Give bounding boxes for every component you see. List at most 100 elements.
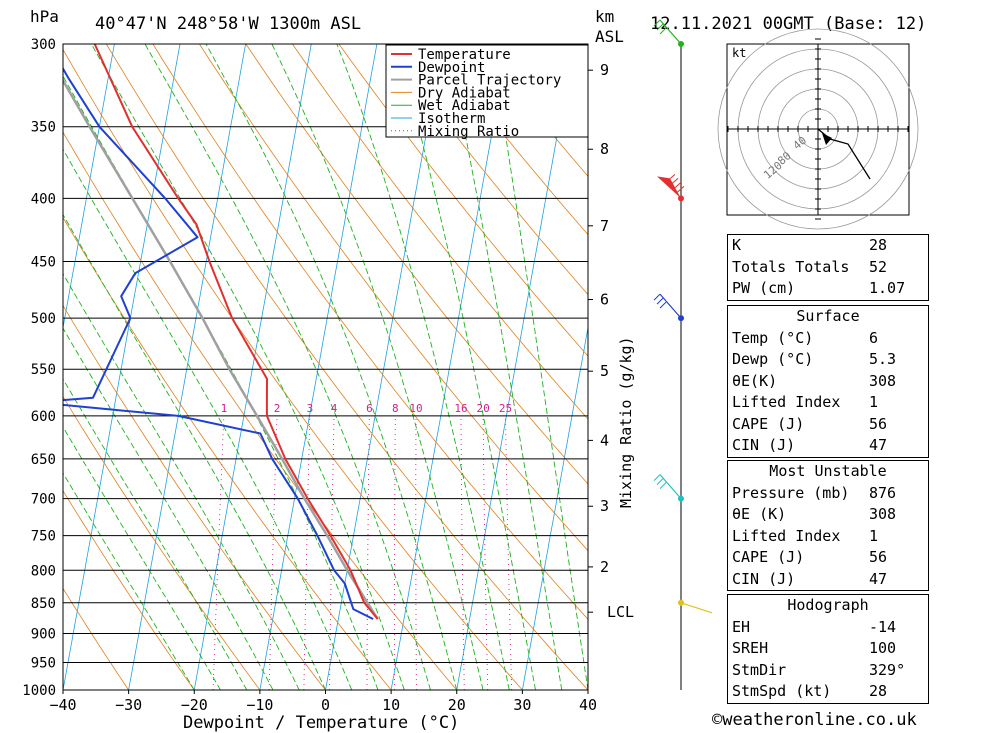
row-value: 47 <box>869 436 888 454</box>
x-axis-label: Dewpoint / Temperature (°C) <box>183 713 459 733</box>
wet-adiabat-line <box>90 44 405 690</box>
wind-barb-feather <box>653 474 661 481</box>
x-tick-label: −30 <box>115 696 142 714</box>
wet-adiabat-line <box>63 426 221 690</box>
pressure-tick-label: 700 <box>31 492 56 508</box>
km-tick-label: 4 <box>600 431 609 449</box>
table-row: StmSpd (kt) 28 <box>728 681 928 703</box>
table-row: Pressure (mb) 876 <box>728 483 928 505</box>
parcel-trajectory-line <box>63 78 379 620</box>
row-label: θE(K) <box>732 371 778 390</box>
table-row: θE(K) 308 <box>728 371 928 393</box>
row-value: 329° <box>869 660 906 679</box>
row-value: 100 <box>869 639 897 657</box>
km-label: km <box>595 7 614 26</box>
mixing-ratio-tick-label: 2 <box>274 402 281 415</box>
mixing-ratio-tick-label: 20 <box>476 402 489 415</box>
table-row: θE (K) 308 <box>728 504 928 526</box>
wet-adiabat-line <box>63 472 195 690</box>
most-unstable-rows: Pressure (mb) 876 θE (K) 308 Lifted Index 1 CA… <box>728 483 928 591</box>
isotherm-line <box>259 44 378 690</box>
legend-entry: Dewpoint <box>418 60 485 76</box>
row-value: 1.07 <box>869 279 906 297</box>
row-value: 28 <box>869 236 888 254</box>
indices-panel: K 28 Totals Totals 52 PW (cm) 1.07 <box>727 234 929 301</box>
site-credit: ©weatheronline.co.uk <box>712 710 917 730</box>
pressure-tick-label: 350 <box>31 120 56 136</box>
mixing-ratio-tick-label: 16 <box>454 402 467 415</box>
wet-adiabat-line <box>144 44 431 690</box>
row-value: 1 <box>869 526 879 545</box>
km-tick-label: 8 <box>600 140 609 158</box>
dry-adiabat-line <box>63 395 261 690</box>
hpa-label: hPa <box>30 7 59 26</box>
table-row: CAPE (J) 56 <box>728 547 928 569</box>
mixing-ratio-line <box>393 415 396 690</box>
row-label: Totals Totals <box>732 257 850 276</box>
legend-entry: Isotherm <box>418 111 485 127</box>
pressure-tick-label: 500 <box>31 311 56 327</box>
hodograph-panel: Hodograph EH -14 SREH 100 StmDir 329° StmSpd (… <box>727 594 929 704</box>
row-label: CIN (J) <box>732 569 796 588</box>
row-value: 28 <box>869 682 888 700</box>
x-tick-label: −20 <box>181 696 208 714</box>
row-label: CAPE (J) <box>732 414 805 433</box>
wet-adiabat-line <box>63 75 379 690</box>
hodograph-rows: EH -14 SREH 100 StmDir 329° StmSpd (kt) 28 <box>728 617 928 703</box>
mixing-ratio-line <box>366 415 370 690</box>
hodograph-ring <box>717 28 919 230</box>
wet-adiabat-line <box>395 44 536 690</box>
row-value: -14 <box>869 617 897 636</box>
row-label: StmSpd (kt) <box>732 682 832 700</box>
table-row: StmDir 329° <box>728 660 928 682</box>
row-label: θE (K) <box>732 505 787 523</box>
dewpoint-line <box>63 66 374 620</box>
pressure-tick-label: 750 <box>31 529 56 545</box>
table-row: EH -14 <box>728 617 928 639</box>
row-value: 1 <box>869 393 879 411</box>
mixing-ratio-tick-label: 6 <box>366 402 373 415</box>
dry-adiabat-line <box>63 216 392 690</box>
mixing-ratio-tick-label: 4 <box>331 402 338 415</box>
row-label: Dewp (°C) <box>732 350 814 368</box>
row-value: 5.3 <box>869 350 897 368</box>
wet-adiabat-line <box>63 272 300 690</box>
wind-barb-feather <box>659 301 667 309</box>
legend-box <box>385 44 589 138</box>
row-label: Temp (°C) <box>732 328 814 347</box>
pressure-tick-label: 600 <box>31 409 56 425</box>
row-value: 56 <box>869 414 888 433</box>
location-title: 40°47'N 248°58'W 1300m ASL <box>95 14 361 34</box>
wind-barb-pennant <box>657 176 681 199</box>
most-unstable-title: Most Unstable <box>769 462 887 480</box>
mixing-ratio-tick-label: 8 <box>392 402 399 415</box>
wind-barb-feather <box>659 482 667 489</box>
x-tick-label: 10 <box>382 696 400 714</box>
table-row: Dewp (°C) 5.3 <box>728 349 928 371</box>
mixing-ratio-tick-label: 25 <box>499 402 512 415</box>
hodograph-unit: kt <box>732 46 746 60</box>
mixing-ratio-line <box>212 415 225 690</box>
km-tick-label: 7 <box>600 217 609 235</box>
row-label: CAPE (J) <box>732 548 805 566</box>
row-value: 308 <box>869 371 897 390</box>
wet-adiabat-line <box>63 327 274 690</box>
row-label: K <box>732 236 742 254</box>
table-row: CIN (J) 47 <box>728 435 928 457</box>
row-value: 308 <box>869 505 897 523</box>
row-label: EH <box>732 617 751 636</box>
mixing-ratio-axis-label: Mixing Ratio (g/kg) <box>617 336 635 508</box>
row-label: StmDir <box>732 660 787 679</box>
row-label: Pressure (mb) <box>732 483 850 502</box>
x-tick-label: 40 <box>579 696 597 714</box>
wind-barb-feather <box>653 19 661 27</box>
indices-rows: K 28 Totals Totals 52 PW (cm) 1.07 <box>728 235 928 300</box>
legend-entry: Temperature <box>418 47 511 63</box>
wind-barb-feather <box>659 27 667 35</box>
temperature-line <box>93 44 379 620</box>
wind-barb-feather <box>653 293 661 301</box>
wind-barb-feather <box>656 297 664 305</box>
